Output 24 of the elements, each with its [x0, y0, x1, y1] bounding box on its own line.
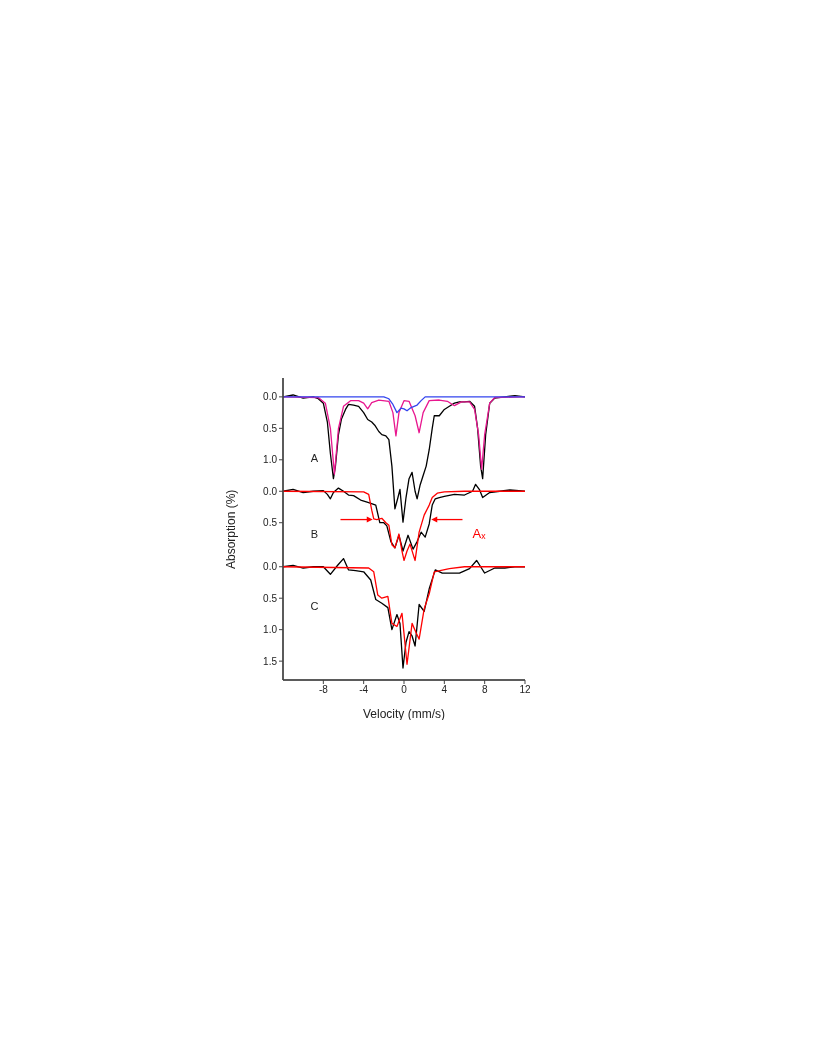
y-tick-label: 0.0 — [263, 561, 278, 573]
x-tick-label: 12 — [519, 684, 531, 696]
x-axis-title: Velocity (mm/s) — [362, 707, 446, 721]
x-tick-label: 4 — [441, 684, 448, 696]
y-tick-label: 1.0 — [263, 624, 278, 636]
y-axis-title: Absorption (%) — [224, 489, 239, 569]
y-tick-label: 1.5 — [263, 655, 278, 667]
y-tick-label: 0.5 — [263, 422, 278, 434]
y-tick-label: 0.0 — [263, 485, 278, 497]
annotation: A — [310, 452, 319, 465]
y-tick-label: 0.5 — [263, 592, 278, 604]
y-tick-label: 1.0 — [263, 454, 278, 466]
line-series — [283, 490, 525, 562]
line-series — [283, 483, 525, 552]
annotation: C — [310, 600, 319, 613]
line-series — [283, 396, 525, 414]
y-tick-label: 0.5 — [263, 517, 278, 529]
x-tick-label: -8 — [318, 684, 329, 696]
x-tick-label: 0 — [401, 684, 408, 696]
annotation: Aₓ — [472, 526, 487, 542]
x-tick-label: 8 — [481, 684, 488, 696]
annotation: B — [310, 527, 319, 540]
x-tick-label: -4 — [359, 684, 369, 696]
y-tick-label: 0.0 — [263, 391, 278, 403]
